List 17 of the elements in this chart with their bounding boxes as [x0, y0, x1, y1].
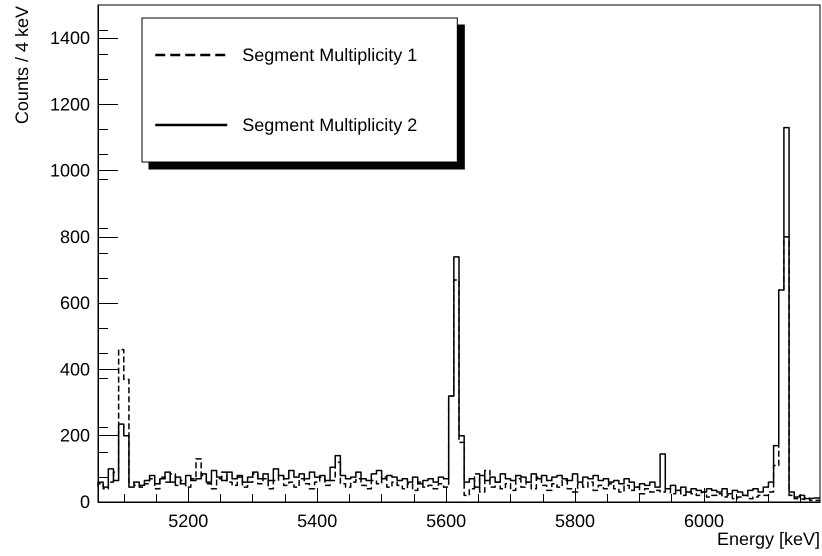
x-axis-title: Energy [keV] [716, 529, 820, 549]
y-tick-label: 1400 [50, 28, 90, 48]
y-tick-label: 200 [60, 426, 90, 446]
y-tick-label: 0 [80, 492, 90, 512]
y-tick-label: 600 [60, 293, 90, 314]
x-tick-label: 6000 [684, 511, 724, 531]
legend-label: Segment Multiplicity 1 [242, 45, 418, 65]
y-tick-label: 400 [60, 359, 90, 380]
y-tick-label: 1200 [50, 94, 90, 114]
x-tick-label: 5200 [168, 511, 208, 531]
y-tick-label: 800 [60, 226, 90, 247]
legend-label: Segment Multiplicity 2 [242, 115, 418, 135]
y-tick-label: 1000 [50, 160, 90, 181]
x-tick-label: 5600 [426, 511, 466, 531]
x-tick-label: 5800 [555, 511, 596, 531]
x-tick-label: 5400 [297, 511, 338, 531]
y-axis-title: Counts / 4 keV [12, 6, 32, 124]
